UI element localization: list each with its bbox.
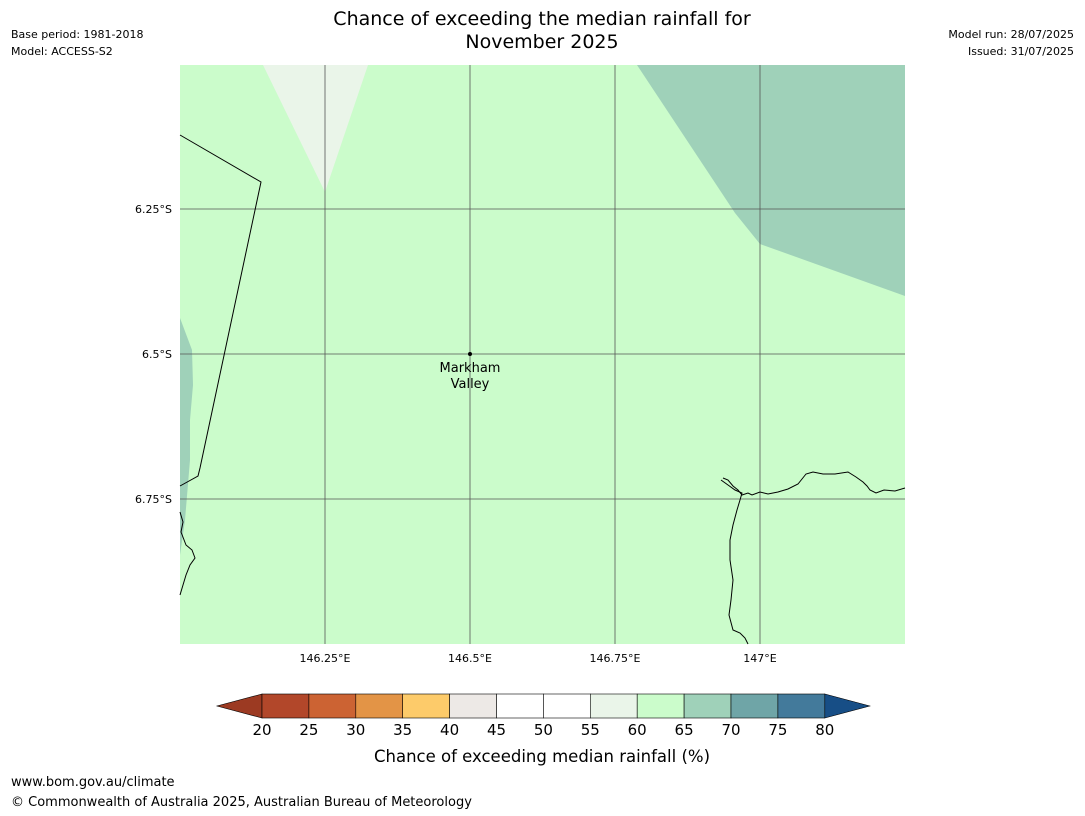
lat-tick-label: 6.5°S [142,348,172,361]
place-label-line1: Markham [440,361,501,376]
colorbar-tick-label: 50 [534,721,553,739]
colorbar-segment [355,693,403,719]
title-line-2: November 2025 [465,31,619,53]
boundaries [179,134,906,645]
lon-tick-label: 146.5°E [448,652,492,665]
location-marker [468,352,472,356]
colorbar-label: Chance of exceeding median rainfall (%) [374,747,710,766]
colorbar-extend-high [824,693,871,719]
lon-tick-label: 146.75°E [590,652,641,665]
colorbar-tick-label: 60 [628,721,647,739]
coastline-west [179,511,196,596]
colorbar-tick-label: 70 [721,721,740,739]
colorbar-tick-label: 55 [581,721,600,739]
colorbar-tick-label: 25 [299,721,318,739]
colorbar-tick-label: 80 [815,721,834,739]
colorbar-segment [496,693,544,719]
colorbar-tick-label: 35 [393,721,412,739]
colorbar-ticks: 20 25 30 35 40 45 50 55 60 65 70 75 80 [252,721,834,739]
region-65-70-northeast [637,65,905,296]
region-55-60-north [263,65,368,192]
colorbar-segment [683,693,732,719]
region-65-70-west [180,318,193,555]
footer-copyright: © Commonwealth of Australia 2025, Austra… [11,795,472,810]
issued-date: Issued: 31/07/2025 [967,45,1074,58]
colorbar-segment [636,693,685,719]
colorbar-tick-label: 75 [768,721,787,739]
lat-tick-label: 6.75°S [135,493,172,506]
colorbar-tick-label: 65 [675,721,694,739]
footer-url: www.bom.gov.au/climate [11,775,175,790]
meta-right: Model run: 28/07/2025 Issued: 31/07/2025 [948,26,1074,60]
colorbar-segment [730,693,779,719]
lat-tick-label: 6.25°S [135,203,172,216]
colorbar-tick-label: 45 [487,721,506,739]
lon-tick-label: 146.25°E [300,652,351,665]
place-label-line2: Valley [451,377,490,392]
colorbar-segment [589,693,638,719]
colorbar-segment [543,693,591,719]
map-panel: Markham Valley 6.25°S 6.5°S 6.75°S 146.2… [135,65,906,665]
coastline-east [722,471,906,496]
colorbar-tick-label: 20 [252,721,271,739]
title-line-1: Chance of exceeding the median rainfall … [333,8,751,30]
colorbar-segment [777,693,826,719]
colorbar-segment [308,693,357,719]
colorbar-extend-low [215,693,263,719]
colorbar-segment [402,693,450,719]
colorbar-tick-label: 30 [346,721,365,739]
model-run: Model run: 28/07/2025 [948,28,1074,41]
river [720,479,749,645]
colorbar-tick-label: 40 [440,721,459,739]
border-line [179,134,262,487]
model-name: Model: ACCESS-S2 [11,45,113,58]
colorbar-segment [449,693,497,719]
lon-tick-label: 147°E [743,652,776,665]
meta-left: Base period: 1981-2018 Model: ACCESS-S2 [11,26,143,60]
map-title: Chance of exceeding the median rainfall … [242,8,842,54]
colorbar [215,693,871,719]
colorbar-segment [261,693,310,719]
base-period: Base period: 1981-2018 [11,28,144,41]
